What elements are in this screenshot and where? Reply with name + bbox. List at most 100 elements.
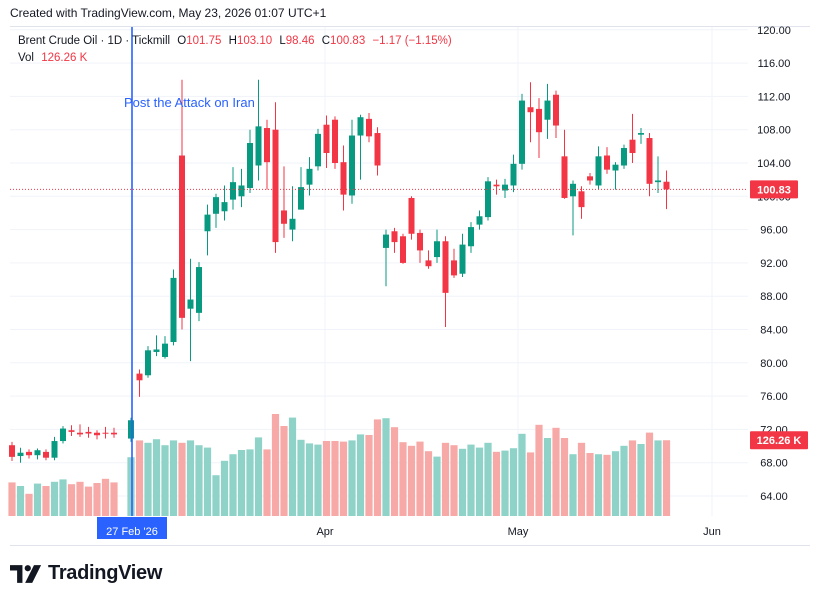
volume-bar: [161, 445, 169, 516]
candle-body: [655, 180, 661, 183]
volume-bar: [662, 440, 671, 516]
candle-body: [17, 452, 24, 457]
volume-bar: [212, 475, 220, 516]
candle-body: [213, 197, 219, 214]
volume-bar: [620, 445, 628, 516]
volume-bar: [127, 457, 135, 516]
price-chart[interactable]: 64.0068.0072.0076.0080.0084.0088.0092.00…: [0, 0, 822, 560]
candle-body: [332, 119, 338, 163]
volume-bar: [339, 441, 348, 516]
volume-bar: [526, 452, 535, 516]
candle-body: [196, 267, 202, 313]
volume-bar: [458, 448, 467, 516]
volume-bar: [305, 443, 314, 516]
candle-body: [374, 133, 381, 166]
volume-bar: [76, 481, 84, 516]
volume-bar: [8, 482, 16, 516]
candle-body: [179, 155, 185, 318]
y-tick-label: 112.00: [758, 91, 791, 103]
candle-body: [561, 156, 568, 198]
candle-body: [646, 138, 653, 184]
volume-bar: [492, 451, 501, 516]
candle-body: [136, 373, 143, 381]
candle-body: [553, 94, 559, 126]
candle-body: [408, 197, 415, 234]
candle-body: [425, 260, 432, 267]
high-value: 103.10: [236, 35, 273, 47]
volume-bar: [475, 447, 484, 516]
chart-credit: Created with TradingView.com, May 23, 20…: [10, 6, 327, 20]
volume-bar: [220, 460, 229, 516]
volume-bar: [237, 450, 246, 516]
volume-bar: [144, 442, 152, 516]
candle-body: [281, 210, 287, 224]
marker-date-badge: [97, 517, 167, 539]
volume-bar: [552, 427, 560, 516]
volume-bar: [314, 444, 322, 516]
volume-bar: [654, 440, 662, 516]
y-tick-label: 92.00: [760, 258, 788, 270]
marker-date-label: 27 Feb '26: [106, 526, 158, 538]
y-tick-label: 76.00: [760, 391, 788, 403]
candle-body: [298, 187, 304, 210]
candle-body: [595, 156, 602, 186]
candle-body: [187, 299, 194, 309]
volume-bar: [637, 444, 645, 516]
candle-body: [153, 349, 160, 352]
volume-bar: [297, 439, 305, 516]
candle-body: [247, 143, 253, 188]
volume-bar: [382, 418, 390, 516]
candle-body: [383, 234, 389, 248]
volume-bar: [416, 441, 424, 516]
last-volume-label: 126.26 K: [757, 435, 802, 447]
candle-body: [544, 100, 551, 120]
price-axis[interactable]: 64.0068.0072.0076.0080.0084.0088.0092.00…: [750, 25, 808, 503]
candle-body: [238, 185, 245, 197]
candle-body: [145, 350, 151, 376]
candle-body: [204, 214, 211, 232]
volume-bar: [25, 493, 33, 516]
tradingview-logo[interactable]: TradingView: [10, 562, 162, 585]
candle-body: [230, 182, 236, 200]
candle-body: [629, 139, 636, 154]
tradingview-brand: TradingView: [48, 562, 163, 584]
candle-body: [434, 241, 440, 258]
time-axis[interactable]: 27 Feb '26 Apr May Jun: [97, 517, 721, 539]
y-tick-label: 64.00: [760, 491, 788, 503]
candle-body: [128, 420, 134, 439]
candle-body: [621, 148, 627, 166]
candle-body: [485, 181, 491, 218]
candle-body: [9, 445, 15, 457]
candle-body: [34, 450, 41, 456]
volume-bar: [93, 483, 101, 516]
volume-bar: [450, 445, 458, 516]
close-value: 100.83: [330, 35, 366, 47]
candle-body: [306, 168, 313, 185]
volume-bar: [577, 442, 586, 516]
candle-body: [77, 432, 83, 435]
volume-bar: [84, 486, 93, 516]
volume-bar: [178, 442, 186, 516]
volume-bar: [501, 450, 509, 516]
candle-body: [493, 184, 500, 187]
volume-bar: [254, 437, 263, 516]
candle-body: [323, 124, 330, 154]
volume-bar: [628, 440, 637, 516]
open-label: O: [177, 35, 187, 47]
volume-bar: [535, 424, 543, 516]
candle-body: [162, 343, 168, 357]
volume-bar: [169, 440, 178, 516]
y-tick-label: 68.00: [760, 458, 788, 470]
candle-body: [638, 133, 644, 135]
volume-bar: [356, 434, 365, 516]
candle-body: [391, 231, 398, 243]
candle-body: [60, 428, 66, 442]
volume-bar: [263, 449, 271, 516]
volume-bar: [586, 453, 594, 516]
vol-value: 126.26 K: [41, 52, 88, 64]
volume-bar: [543, 438, 552, 516]
symbol-label[interactable]: Brent Crude Oil · 1D · Tickmill: [18, 35, 171, 47]
x-tick-label: Jun: [703, 526, 721, 538]
volume-bar: [280, 426, 288, 516]
candle-body: [604, 155, 610, 170]
